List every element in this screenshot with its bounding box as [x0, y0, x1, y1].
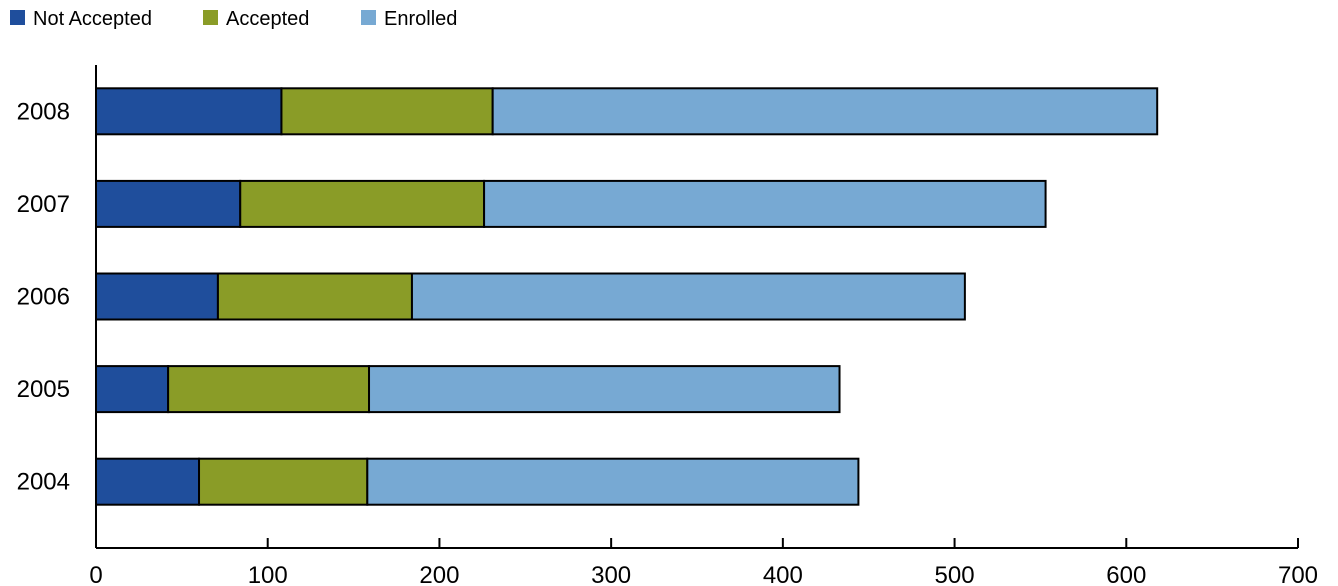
x-axis-ticks: 0 100 200 300 400 500 600 700 — [89, 538, 1318, 586]
bar-2007-accepted — [239, 179, 486, 228]
bar-2007-not-accepted — [95, 179, 242, 228]
bar-2006-not-accepted — [95, 272, 219, 321]
bar-2007-enrolled — [483, 179, 1047, 228]
bar-2005-accepted — [167, 365, 371, 414]
legend-item-accepted: Accepted — [203, 8, 309, 30]
x-tick-label-300: 300 — [591, 562, 631, 586]
bar-2005-enrolled — [368, 365, 841, 414]
bar-2006-enrolled — [410, 272, 966, 321]
y-axis-labels: 2008 2007 2006 2005 2004 — [17, 98, 70, 495]
bar-2008-enrolled — [491, 87, 1159, 136]
x-tick-label-700: 700 — [1278, 562, 1318, 586]
legend-swatch-not-accepted — [10, 10, 25, 25]
x-tick-label-400: 400 — [763, 562, 803, 586]
bar-2004-accepted — [198, 457, 369, 506]
bar-2004-enrolled — [366, 457, 860, 506]
x-tick-label-500: 500 — [935, 562, 975, 586]
bar-2008-not-accepted — [95, 87, 283, 136]
bars-group — [95, 87, 1159, 506]
bar-2005-not-accepted — [95, 365, 170, 414]
bar-2008-accepted — [280, 87, 494, 136]
legend-item-enrolled: Enrolled — [361, 8, 457, 30]
x-tick-label-200: 200 — [419, 562, 459, 586]
chart-legend: Not Accepted Accepted Enrolled — [10, 8, 457, 30]
x-tick-label-0: 0 — [89, 562, 102, 586]
y-tick-label-2004: 2004 — [17, 469, 70, 496]
legend-swatch-enrolled — [361, 10, 376, 25]
legend-label-enrolled: Enrolled — [384, 8, 457, 30]
y-tick-label-2007: 2007 — [17, 191, 70, 218]
legend-label-accepted: Accepted — [226, 8, 309, 30]
x-tick-label-100: 100 — [248, 562, 288, 586]
y-tick-label-2006: 2006 — [17, 284, 70, 311]
legend-item-not-accepted: Not Accepted — [10, 8, 152, 30]
y-tick-label-2008: 2008 — [17, 98, 70, 125]
axes-group — [95, 65, 1298, 549]
legend-swatch-accepted — [203, 10, 218, 25]
bar-2004-not-accepted — [95, 457, 201, 506]
legend-label-not-accepted: Not Accepted — [33, 8, 152, 30]
y-tick-label-2005: 2005 — [17, 376, 70, 403]
bar-2006-accepted — [216, 272, 413, 321]
x-tick-label-600: 600 — [1106, 562, 1146, 586]
